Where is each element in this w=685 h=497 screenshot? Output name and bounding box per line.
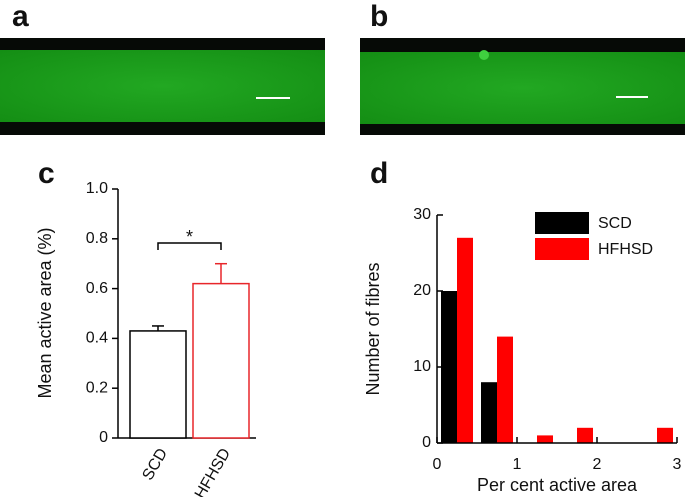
y-axis-label: Number of fibres — [363, 262, 383, 395]
image-a — [0, 38, 325, 135]
significance-bracket — [157, 242, 222, 250]
y-axis-label: Mean active area (%) — [35, 227, 55, 398]
y-tick-label: 0.8 — [86, 230, 108, 247]
x-tick-label: SCD — [140, 446, 172, 484]
y-tick-label: 30 — [413, 206, 431, 223]
legend-swatch — [535, 238, 589, 260]
panel-label: a — [12, 0, 29, 33]
x-tick-label: 1 — [513, 456, 522, 473]
y-tick-label: 0.2 — [86, 379, 108, 396]
y-tick-label: 0 — [99, 429, 108, 446]
x-tick-label: 2 — [593, 456, 602, 473]
bar — [657, 427, 673, 443]
x-axis-label: Per cent active area — [477, 475, 638, 495]
y-tick-label: 0.4 — [86, 330, 108, 347]
bar — [441, 291, 457, 443]
bar — [481, 382, 497, 443]
bar — [497, 336, 513, 443]
y-tick-label: 0.6 — [86, 280, 108, 297]
bar — [537, 435, 553, 443]
y-tick-label: 0 — [422, 434, 431, 451]
panel-label: c — [38, 157, 55, 190]
annotation: * — [186, 227, 193, 247]
bar — [577, 427, 593, 443]
legend-swatch — [535, 212, 589, 234]
x-tick-label: HFHSD — [192, 446, 234, 497]
x-tick-label: 3 — [673, 456, 682, 473]
panel-label: b — [370, 0, 388, 33]
legend-label: HFHSD — [598, 241, 653, 258]
bar — [457, 237, 473, 443]
image-b — [360, 38, 685, 135]
bar — [129, 330, 187, 439]
x-tick-label: 0 — [433, 456, 442, 473]
y-tick-label: 1.0 — [86, 180, 108, 197]
panel-label: d — [370, 157, 388, 190]
y-tick-label: 20 — [413, 282, 431, 299]
bar — [192, 282, 250, 439]
y-tick-label: 10 — [413, 358, 431, 375]
legend-label: SCD — [598, 215, 632, 232]
